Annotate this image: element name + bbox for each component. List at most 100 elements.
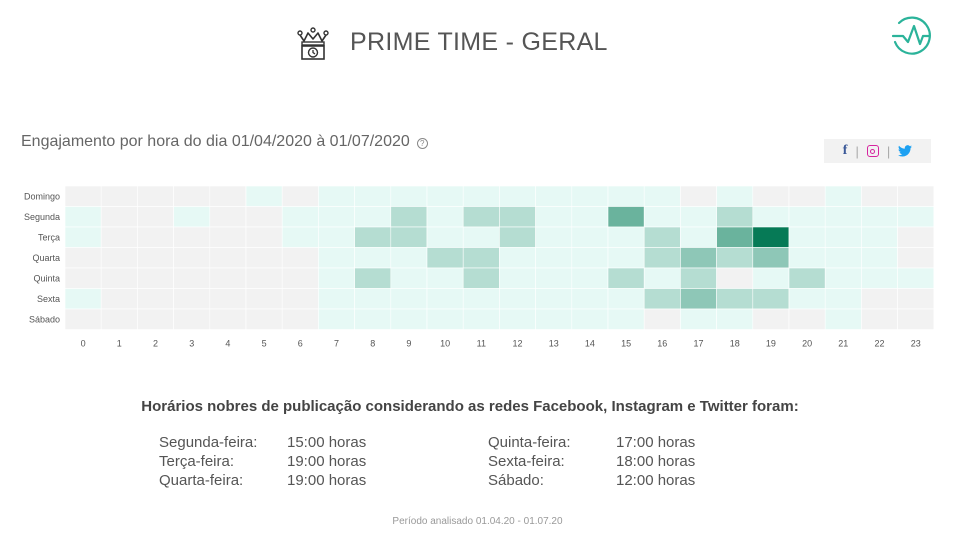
help-icon[interactable]: ? <box>416 137 428 149</box>
heatmap-cell[interactable] <box>354 308 392 330</box>
heatmap-cell[interactable] <box>100 226 138 248</box>
heatmap-cell[interactable] <box>861 185 898 207</box>
heatmap-cell[interactable] <box>535 206 573 228</box>
heatmap-cell[interactable] <box>426 247 464 269</box>
heatmap-cell[interactable] <box>173 206 211 228</box>
heatmap-cell[interactable] <box>209 206 247 228</box>
heatmap-cell[interactable] <box>897 185 935 207</box>
heatmap-cell[interactable] <box>716 206 754 228</box>
heatmap-cell[interactable] <box>752 308 790 330</box>
heatmap-cell[interactable] <box>643 185 681 207</box>
heatmap-cell[interactable] <box>788 267 826 289</box>
heatmap-cell[interactable] <box>716 247 754 269</box>
heatmap-cell[interactable] <box>571 206 609 228</box>
heatmap-cell[interactable] <box>209 247 247 269</box>
heatmap-cell[interactable] <box>752 247 790 269</box>
heatmap-cell[interactable] <box>752 226 790 248</box>
heatmap-cell[interactable] <box>499 288 536 310</box>
heatmap-cell[interactable] <box>281 247 319 269</box>
heatmap-cell[interactable] <box>318 206 355 228</box>
heatmap-cell[interactable] <box>607 247 645 269</box>
heatmap-cell[interactable] <box>100 267 138 289</box>
heatmap-cell[interactable] <box>245 308 283 330</box>
heatmap-cell[interactable] <box>499 308 536 330</box>
heatmap-cell[interactable] <box>897 226 935 248</box>
heatmap-cell[interactable] <box>571 288 609 310</box>
heatmap-cell[interactable] <box>100 308 138 330</box>
heatmap-cell[interactable] <box>318 267 355 289</box>
heatmap-cell[interactable] <box>716 226 754 248</box>
heatmap-cell[interactable] <box>824 247 862 269</box>
heatmap-cell[interactable] <box>824 267 862 289</box>
heatmap-cell[interactable] <box>318 288 355 310</box>
heatmap-cell[interactable] <box>137 226 174 248</box>
heatmap-cell[interactable] <box>137 308 174 330</box>
heatmap-cell[interactable] <box>680 288 717 310</box>
heatmap-cell[interactable] <box>824 185 862 207</box>
heatmap-cell[interactable] <box>643 308 681 330</box>
heatmap-cell[interactable] <box>426 308 464 330</box>
heatmap-cell[interactable] <box>680 206 717 228</box>
heatmap-cell[interactable] <box>390 267 428 289</box>
heatmap-cell[interactable] <box>462 185 500 207</box>
heatmap-cell[interactable] <box>571 247 609 269</box>
heatmap-cell[interactable] <box>571 267 609 289</box>
heatmap-cell[interactable] <box>173 308 211 330</box>
heatmap-cell[interactable] <box>752 206 790 228</box>
heatmap-cell[interactable] <box>607 185 645 207</box>
heatmap-cell[interactable] <box>390 226 428 248</box>
heatmap-cell[interactable] <box>788 185 826 207</box>
heatmap-cell[interactable] <box>643 226 681 248</box>
heatmap-cell[interactable] <box>245 267 283 289</box>
heatmap-cell[interactable] <box>752 267 790 289</box>
heatmap-cell[interactable] <box>643 247 681 269</box>
heatmap-cell[interactable] <box>499 247 536 269</box>
heatmap-cell[interactable] <box>462 206 500 228</box>
heatmap-cell[interactable] <box>752 288 790 310</box>
heatmap-cell[interactable] <box>788 288 826 310</box>
heatmap-cell[interactable] <box>462 288 500 310</box>
heatmap-cell[interactable] <box>535 308 573 330</box>
heatmap-cell[interactable] <box>680 247 717 269</box>
heatmap-cell[interactable] <box>861 247 898 269</box>
heatmap-cell[interactable] <box>571 308 609 330</box>
heatmap-cell[interactable] <box>281 185 319 207</box>
heatmap-cell[interactable] <box>354 226 392 248</box>
heatmap-cell[interactable] <box>607 308 645 330</box>
heatmap-cell[interactable] <box>137 267 174 289</box>
heatmap-cell[interactable] <box>680 185 717 207</box>
heatmap-cell[interactable] <box>788 226 826 248</box>
heatmap-cell[interactable] <box>861 206 898 228</box>
heatmap-cell[interactable] <box>100 288 138 310</box>
heatmap-cell[interactable] <box>390 206 428 228</box>
heatmap-cell[interactable] <box>462 308 500 330</box>
heatmap-cell[interactable] <box>788 308 826 330</box>
heatmap-cell[interactable] <box>64 247 102 269</box>
heatmap-cell[interactable] <box>643 206 681 228</box>
heatmap-cell[interactable] <box>861 226 898 248</box>
heatmap-cell[interactable] <box>607 226 645 248</box>
heatmap-cell[interactable] <box>354 206 392 228</box>
heatmap-cell[interactable] <box>354 267 392 289</box>
heatmap-cell[interactable] <box>354 247 392 269</box>
heatmap-cell[interactable] <box>390 308 428 330</box>
heatmap-cell[interactable] <box>173 226 211 248</box>
heatmap-cell[interactable] <box>354 185 392 207</box>
heatmap-cell[interactable] <box>643 288 681 310</box>
heatmap-cell[interactable] <box>535 185 573 207</box>
heatmap-cell[interactable] <box>607 288 645 310</box>
twitter-icon[interactable] <box>898 145 913 157</box>
heatmap-cell[interactable] <box>245 206 283 228</box>
heatmap-cell[interactable] <box>64 226 102 248</box>
heatmap-cell[interactable] <box>824 206 862 228</box>
heatmap-cell[interactable] <box>897 288 935 310</box>
heatmap-cell[interactable] <box>861 288 898 310</box>
heatmap-cell[interactable] <box>535 288 573 310</box>
heatmap-cell[interactable] <box>209 288 247 310</box>
heatmap-cell[interactable] <box>535 226 573 248</box>
heatmap-cell[interactable] <box>245 247 283 269</box>
heatmap-cell[interactable] <box>571 226 609 248</box>
heatmap-cell[interactable] <box>897 247 935 269</box>
heatmap-cell[interactable] <box>824 288 862 310</box>
heatmap-cell[interactable] <box>426 185 464 207</box>
